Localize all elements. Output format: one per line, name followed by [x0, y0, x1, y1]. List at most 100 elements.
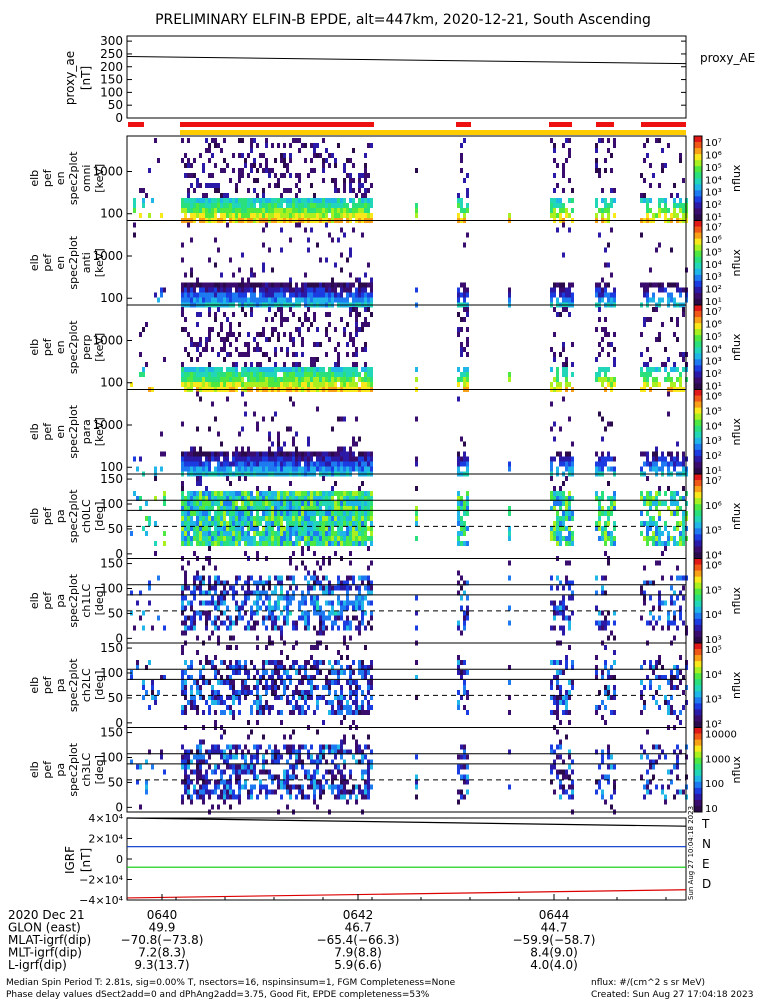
spectrogram-pixel	[352, 377, 355, 382]
spectrogram-pixel	[361, 183, 364, 188]
spectrogram-pixel	[295, 516, 298, 521]
spectrogram-pixel	[682, 178, 685, 183]
spectrogram-pixel	[301, 610, 304, 616]
spectrogram-pixel	[193, 769, 196, 775]
spectrogram-pixel	[292, 710, 295, 715]
spectrogram-pixel	[571, 362, 574, 367]
spectrogram-pixel	[562, 456, 565, 462]
spectrogram-pixel	[346, 496, 349, 501]
spectrogram-pixel	[337, 237, 340, 243]
spectrogram-pixel	[328, 506, 331, 511]
spectrogram-pixel	[328, 297, 331, 303]
spectrogram-pixel	[277, 625, 280, 631]
spectrogram-pixel	[673, 208, 676, 213]
spectrogram-pixel	[199, 516, 202, 521]
spectrogram-pixel	[268, 173, 271, 178]
spectrogram-pixel	[325, 451, 328, 457]
spectrogram-pixel	[244, 610, 247, 616]
spectrogram-pixel	[658, 615, 661, 621]
spectrogram-pixel	[238, 213, 241, 218]
spectrogram-pixel	[331, 521, 334, 526]
spectrogram-pixel	[256, 451, 259, 457]
spectrogram-pixel	[181, 595, 184, 601]
spectrogram-pixel	[571, 466, 574, 472]
spectrogram-pixel	[316, 367, 319, 372]
spectrogram-pixel	[565, 292, 568, 298]
spectrogram-pixel	[277, 332, 280, 337]
spectrogram-pixel	[658, 501, 661, 506]
spectrogram-pixel	[568, 466, 571, 472]
spectrogram-pixel	[190, 700, 193, 705]
spectrogram-pixel	[292, 372, 295, 377]
spectrogram-pixel	[562, 536, 565, 541]
spectrogram-pixel	[658, 337, 661, 342]
spectrogram-pixel	[265, 203, 268, 208]
spectrogram-pixel	[613, 362, 616, 367]
spectrogram-pixel	[466, 610, 469, 616]
spectrogram-pixel	[682, 496, 685, 501]
spectrogram-pixel	[256, 208, 259, 213]
spectrogram-pixel	[463, 690, 466, 695]
spectrogram-pixel	[643, 595, 646, 601]
spectrogram-pixel	[571, 461, 574, 467]
colorbar-swatch	[694, 721, 702, 728]
spectrogram-pixel	[283, 317, 286, 322]
spectrogram-pixel	[223, 541, 226, 546]
spectrogram-pixel	[655, 377, 658, 382]
spectrogram-pixel	[310, 168, 313, 173]
spectrogram-pixel	[550, 710, 553, 715]
spectrogram-pixel	[313, 575, 316, 581]
spectrogram-pixel	[271, 536, 274, 541]
spectrogram-pixel	[256, 705, 259, 710]
spectrogram-pixel	[643, 382, 646, 387]
spectrogram-pixel	[262, 193, 265, 198]
spectrogram-pixel	[364, 496, 367, 501]
spectrogram-pixel	[214, 655, 217, 660]
spectrogram-pixel	[133, 208, 136, 213]
spectrogram-pixel	[457, 213, 460, 218]
spectrogram-pixel	[220, 541, 223, 546]
spectrogram-pixel	[607, 282, 610, 288]
spectrogram-pixel	[223, 779, 226, 785]
spectrogram-pixel	[562, 605, 565, 611]
spectrogram-pixel	[568, 491, 571, 496]
spectrogram-pixel	[673, 511, 676, 516]
spectrogram-pixel	[604, 287, 607, 293]
spectrogram-pixel	[232, 456, 235, 462]
spectrogram-pixel	[283, 213, 286, 218]
spectrogram-pixel	[208, 362, 211, 367]
spectrogram-pixel	[286, 700, 289, 705]
spectrogram-pixel	[364, 213, 367, 218]
spectrogram-pixel	[256, 511, 259, 516]
spectrogram-pixel	[301, 516, 304, 521]
spectrogram-pixel	[346, 342, 349, 347]
spectrogram-pixel	[301, 322, 304, 327]
spectrogram-pixel	[679, 461, 682, 467]
spectrogram-pixel	[247, 575, 250, 581]
spectrogram-pixel	[211, 297, 214, 303]
spectrogram-pixel	[217, 188, 220, 193]
spectrogram-pixel	[598, 511, 601, 516]
spectrogram-pixel	[283, 143, 286, 148]
spectrogram-pixel	[361, 461, 364, 467]
spectrogram-pixel	[289, 675, 292, 680]
spectrogram-pixel	[229, 213, 232, 218]
spectrogram-pixel	[223, 610, 226, 616]
spectrogram-pixel	[184, 690, 187, 695]
colorbar-swatch	[694, 655, 702, 662]
spectrogram-pixel	[340, 615, 343, 621]
spectrogram-pixel	[295, 451, 298, 457]
spectrogram-pixel	[220, 531, 223, 536]
spectrogram-pixel	[226, 665, 229, 670]
spectrogram-pixel	[613, 377, 616, 382]
spectrogram-pixel	[274, 536, 277, 541]
spectrogram-pixel	[646, 501, 649, 506]
spectrogram-pixel	[202, 461, 205, 467]
spectrogram-pixel	[259, 575, 262, 581]
spectrogram-pixel	[553, 287, 556, 293]
spectrogram-pixel	[211, 491, 214, 496]
spectrogram-pixel	[250, 292, 253, 298]
spectrogram-pixel	[595, 466, 598, 472]
spectrogram-pixel	[202, 680, 205, 685]
spectrogram-pixel	[310, 521, 313, 526]
